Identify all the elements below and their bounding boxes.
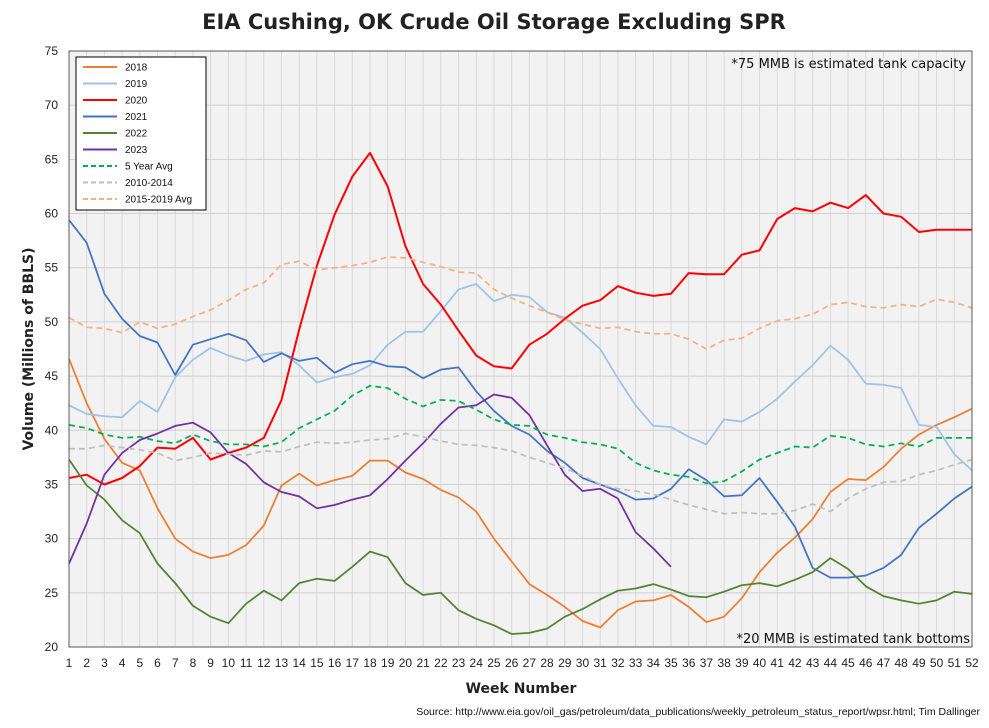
x-tick-label: 51 [948, 656, 962, 670]
x-tick-label: 37 [700, 656, 714, 670]
x-tick-label: 29 [558, 656, 572, 670]
y-tick-label: 70 [45, 98, 59, 112]
plot-border [68, 50, 973, 648]
x-tick-label: 34 [647, 656, 661, 670]
x-tick-label: 6 [154, 656, 161, 670]
x-tick-label: 39 [735, 656, 749, 670]
legend-label-2022: 2022 [125, 129, 148, 140]
series-line-2021 [68, 219, 973, 579]
x-tick-label: 50 [930, 656, 944, 670]
y-axis-ticks: 20 25 30 35 40 45 50 55 60 65 70 75 [45, 44, 59, 654]
series-line-2018 [68, 358, 973, 629]
plot-area [68, 50, 973, 648]
y-tick-label: 35 [45, 477, 59, 491]
x-tick-label: 45 [841, 656, 855, 670]
x-tick-label: 41 [771, 656, 785, 670]
x-tick-label: 43 [806, 656, 820, 670]
legend-label-2023: 2023 [125, 145, 148, 156]
series-line-2023 [68, 393, 672, 568]
x-tick-label: 1 [66, 656, 73, 670]
x-tick-label: 14 [292, 656, 306, 670]
x-tick-label: 24 [470, 656, 484, 670]
legend-label-2020: 2020 [125, 96, 148, 107]
series-line-2010-2014 [69, 432, 973, 515]
y-tick-label: 50 [45, 315, 59, 329]
x-tick-label: 15 [310, 656, 324, 670]
x-tick-label: 16 [328, 656, 342, 670]
x-tick-label: 5 [136, 656, 143, 670]
bottoms-annotation: *20 MMB is estimated tank bottoms [736, 632, 970, 647]
x-tick-label: 10 [222, 656, 236, 670]
x-tick-label: 46 [859, 656, 873, 670]
x-tick-label: 40 [753, 656, 767, 670]
y-tick-label: 45 [45, 369, 59, 383]
x-tick-label: 32 [611, 656, 625, 670]
legend-label-2021: 2021 [125, 112, 148, 123]
x-tick-label: 7 [172, 656, 179, 670]
series-layer [68, 151, 973, 635]
legend-label-5-year-avg: 5 Year Avg [125, 162, 173, 173]
y-tick-label: 25 [45, 586, 59, 600]
source-note: Source: http://www.eia.gov/oil_gas/petro… [416, 706, 980, 718]
x-tick-label: 33 [629, 656, 643, 670]
series-line-2020 [68, 151, 972, 486]
capacity-annotation: *75 MMB is estimated tank capacity [731, 57, 966, 72]
x-tick-label: 9 [207, 656, 214, 670]
x-tick-label: 31 [593, 656, 607, 670]
x-tick-label: 13 [275, 656, 289, 670]
x-tick-label: 20 [399, 656, 413, 670]
x-tick-label: 42 [788, 656, 802, 670]
y-axis-title: Volume (Millions of BBLS) [21, 247, 37, 450]
series-line-2022 [68, 459, 973, 635]
y-tick-label: 30 [45, 532, 59, 546]
y-tick-label: 20 [45, 640, 59, 654]
x-tick-label: 27 [523, 656, 537, 670]
series-line-2015-2019-avg [68, 256, 973, 350]
legend-items: 2018 2019 2020 2021 2022 2023 5 Year Avg 2010-2… [83, 63, 192, 206]
x-tick-label: 30 [576, 656, 590, 670]
x-tick-label: 48 [894, 656, 908, 670]
x-tick-label: 12 [257, 656, 271, 670]
x-tick-label: 47 [877, 656, 891, 670]
legend-label-2019: 2019 [125, 79, 148, 90]
x-tick-label: 36 [682, 656, 696, 670]
x-tick-label: 28 [540, 656, 554, 670]
y-tick-label: 55 [45, 261, 59, 275]
x-tick-label: 25 [487, 656, 501, 670]
x-tick-label: 8 [190, 656, 197, 670]
y-tick-label: 60 [45, 207, 59, 221]
y-tick-label: 75 [45, 44, 59, 58]
x-tick-label: 49 [912, 656, 926, 670]
x-tick-label: 21 [416, 656, 430, 670]
x-axis-title: Week Number [466, 681, 577, 697]
legend-label-2018: 2018 [125, 63, 148, 74]
x-tick-label: 44 [824, 656, 838, 670]
x-tick-label: 26 [505, 656, 519, 670]
x-tick-label: 17 [346, 656, 360, 670]
x-axis-ticks: 1 2 3 4 5 6 7 8 9 10 11 12 13 14 15 16 17 18 19 20 21 22 23 24 2… [66, 656, 979, 670]
x-tick-label: 4 [119, 656, 126, 670]
x-tick-label: 19 [381, 656, 395, 670]
legend-label-2015-2019-avg: 2015-2019 Avg [125, 195, 192, 206]
x-tick-label: 3 [101, 656, 108, 670]
series-line-2019 [68, 283, 973, 472]
x-tick-label: 11 [240, 656, 253, 670]
x-tick-label: 23 [452, 656, 466, 670]
x-tick-label: 22 [434, 656, 448, 670]
legend-label-2010-2014: 2010-2014 [125, 178, 173, 189]
y-tick-label: 40 [45, 423, 59, 437]
legend: 2018 2019 2020 2021 2022 2023 5 Year Avg 2010-2… [75, 56, 207, 211]
plot-background [69, 51, 972, 647]
x-tick-label: 2 [83, 656, 90, 670]
y-tick-label: 65 [45, 152, 59, 166]
x-tick-label: 35 [664, 656, 678, 670]
x-tick-label: 52 [965, 656, 979, 670]
chart-title: EIA Cushing, OK Crude Oil Storage Exclud… [202, 10, 786, 34]
x-tick-label: 38 [717, 656, 731, 670]
x-tick-label: 18 [363, 656, 377, 670]
